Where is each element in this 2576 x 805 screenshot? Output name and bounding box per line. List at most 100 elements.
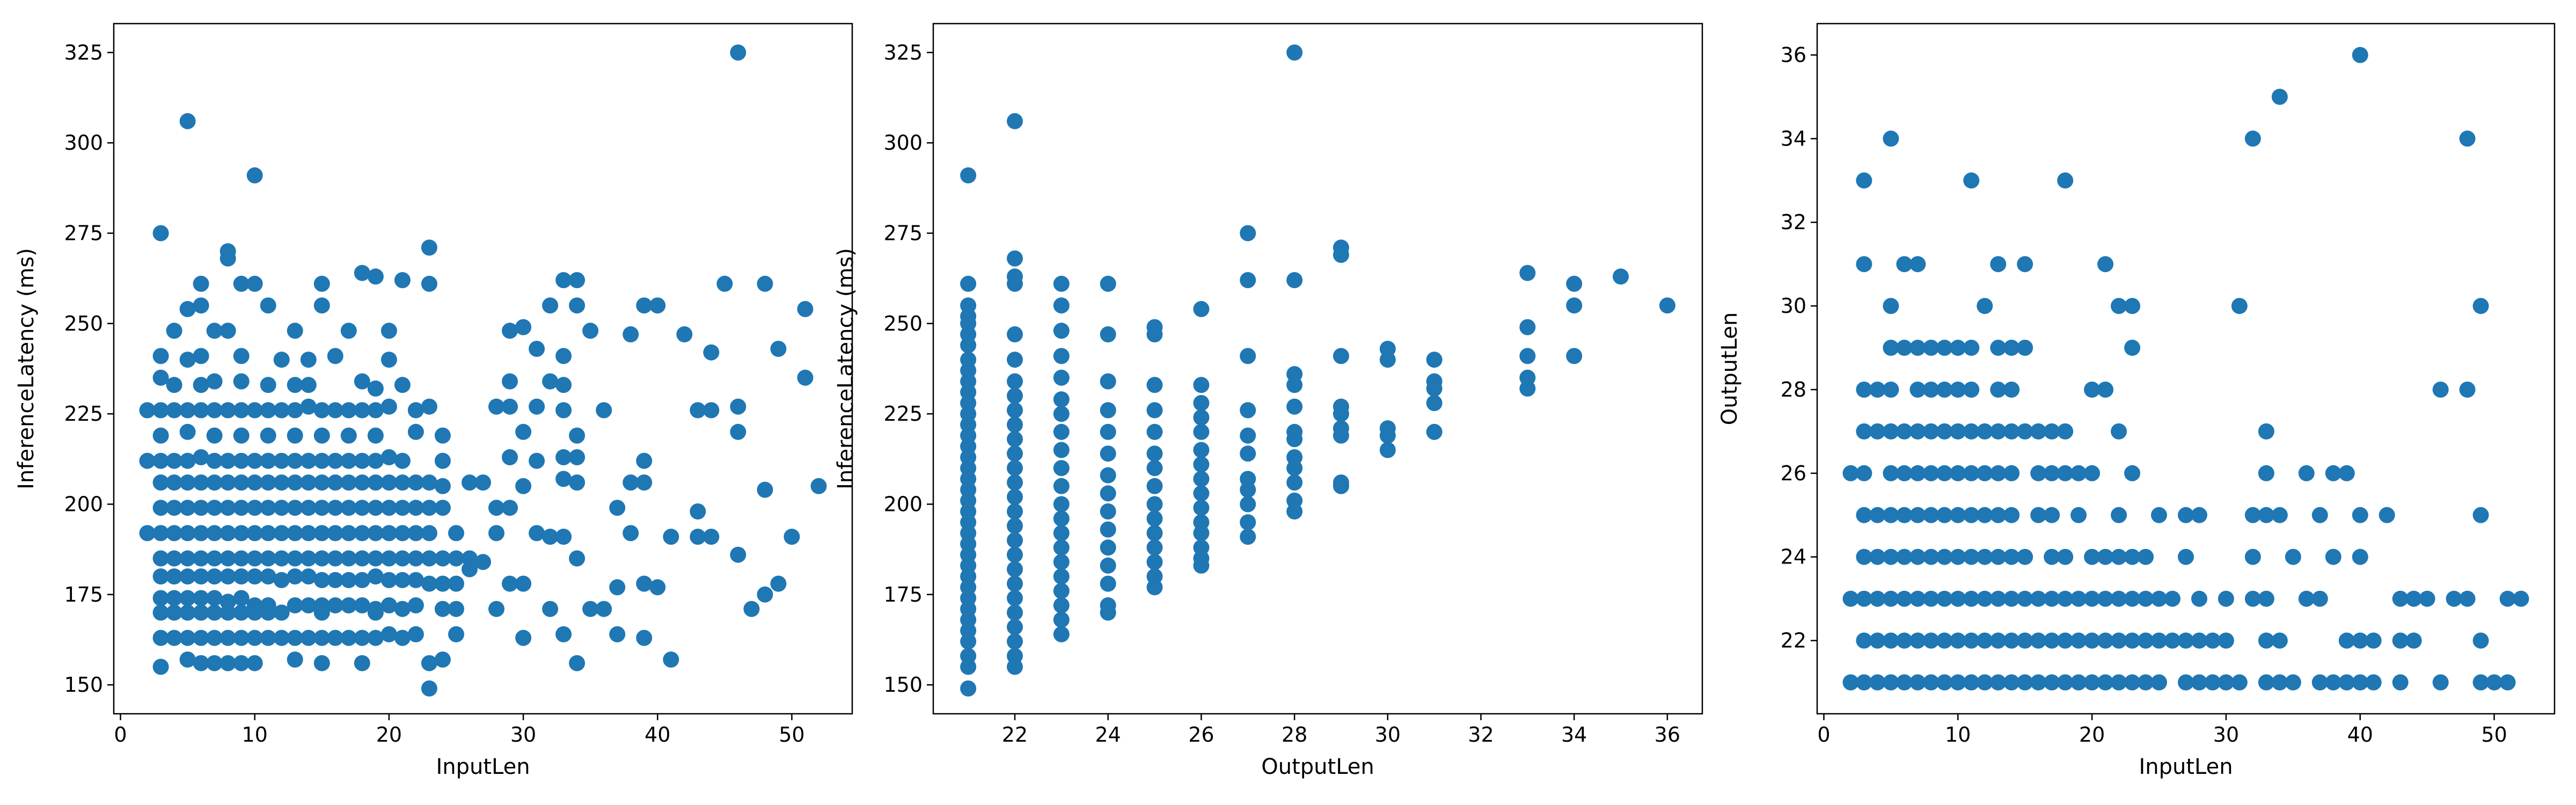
data-point: [1426, 395, 1443, 411]
data-point: [1240, 514, 1256, 531]
data-point: [2379, 507, 2395, 523]
data-point: [327, 402, 343, 419]
data-point: [1856, 674, 1872, 691]
data-point: [502, 575, 518, 592]
data-point: [1950, 674, 1966, 691]
data-point: [2111, 423, 2127, 440]
data-point: [1007, 604, 1023, 621]
data-point: [1963, 172, 1980, 189]
data-point: [555, 348, 572, 364]
data-point: [219, 402, 236, 419]
data-point: [1286, 431, 1303, 448]
data-point: [1950, 423, 1966, 440]
x-tick-label: 0: [1817, 723, 1830, 747]
data-point: [421, 275, 437, 292]
data-point: [1240, 402, 1256, 419]
data-point: [206, 402, 223, 419]
x-axis-label: InputLen: [436, 755, 530, 779]
data-point: [569, 272, 586, 288]
data-point: [2017, 674, 2033, 691]
x-tick-label: 30: [2213, 723, 2239, 747]
data-point: [1007, 489, 1023, 505]
data-point: [2138, 632, 2154, 649]
data-point: [1896, 465, 1913, 481]
data-point: [2124, 340, 2141, 356]
data-point: [219, 500, 236, 516]
data-point: [1193, 471, 1210, 487]
data-point: [340, 452, 357, 469]
data-point: [1990, 423, 2007, 440]
data-point: [367, 452, 384, 469]
data-point: [300, 630, 317, 646]
data-point: [1963, 548, 1980, 565]
data-point: [1923, 590, 1940, 607]
data-point: [1963, 632, 1980, 649]
data-point: [193, 550, 209, 567]
data-point: [193, 275, 209, 292]
data-point: [502, 398, 518, 415]
data-point: [636, 474, 653, 491]
data-point: [1923, 632, 1940, 649]
data-point: [2392, 632, 2409, 649]
data-point: [1896, 256, 1913, 273]
data-point: [1007, 633, 1023, 650]
data-point: [2044, 465, 2060, 481]
data-point: [273, 474, 290, 491]
data-point: [555, 402, 572, 419]
data-point: [2057, 465, 2074, 481]
data-point: [1936, 507, 1953, 523]
data-point: [206, 474, 223, 491]
data-point: [1193, 442, 1210, 458]
data-point: [260, 377, 276, 393]
data-point: [1053, 496, 1070, 513]
data-point: [502, 500, 518, 516]
data-point: [1990, 256, 2007, 273]
data-point: [2003, 507, 2020, 523]
data-point: [179, 301, 196, 317]
data-point: [1333, 427, 1349, 444]
data-point: [1053, 348, 1070, 364]
data-point: [166, 525, 182, 541]
data-point: [2003, 382, 2020, 398]
data-point: [1936, 340, 1953, 356]
data-points: [960, 44, 1675, 697]
data-point: [300, 500, 317, 516]
data-point: [1379, 352, 1396, 368]
data-point: [2111, 507, 2127, 523]
data-point: [1007, 275, 1023, 292]
data-point: [327, 452, 343, 469]
data-point: [636, 630, 653, 646]
data-point: [1909, 256, 1926, 273]
data-point: [233, 474, 250, 491]
data-point: [2325, 548, 2341, 565]
data-point: [2218, 590, 2234, 607]
y-tick-label: 300: [64, 131, 103, 155]
data-point: [1053, 597, 1070, 613]
data-point: [1100, 275, 1116, 292]
data-point: [2258, 590, 2274, 607]
data-point: [1053, 539, 1070, 556]
data-point: [2003, 632, 2020, 649]
data-point: [407, 474, 424, 491]
data-point: [1896, 674, 1913, 691]
data-point: [179, 550, 196, 567]
data-point: [2044, 674, 2060, 691]
data-point: [2472, 632, 2489, 649]
data-point: [1286, 503, 1303, 519]
data-point: [960, 337, 977, 354]
data-point: [1240, 225, 1256, 241]
data-point: [1856, 632, 1872, 649]
data-point: [2178, 548, 2194, 565]
y-tick-label: 250: [64, 312, 103, 335]
data-point: [2111, 298, 2127, 314]
data-point: [246, 550, 263, 567]
data-point: [1977, 632, 1993, 649]
data-point: [448, 575, 464, 592]
data-point: [300, 525, 317, 541]
data-point: [219, 250, 236, 267]
data-point: [1950, 632, 1966, 649]
data-point: [407, 525, 424, 541]
x-tick-label: 24: [1095, 723, 1121, 747]
data-point: [179, 423, 196, 440]
data-point: [421, 474, 437, 491]
